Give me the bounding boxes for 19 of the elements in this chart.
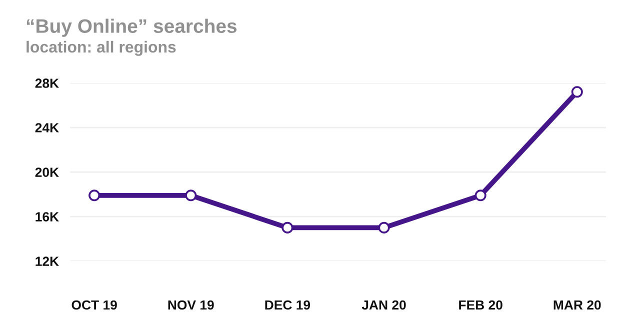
point: [571, 86, 583, 98]
x-tick-label: JAN 20: [362, 300, 406, 310]
chart-subtitle: location: all regions: [26, 40, 176, 56]
y-tick-label: 12K: [36, 256, 59, 266]
x-tick-label: DEC 19: [265, 300, 310, 310]
point: [474, 190, 486, 202]
x-tick-label: NOV 19: [168, 300, 214, 310]
x-tick-label: MAR 20: [554, 300, 601, 310]
x-tick-label: FEB 20: [459, 300, 502, 310]
x-tick-label: OCT 19: [72, 300, 117, 310]
point: [282, 222, 294, 234]
point: [88, 190, 100, 202]
y-tick-label: 20K: [35, 168, 59, 177]
y-tick-label: 28K: [35, 78, 59, 88]
point: [378, 222, 390, 234]
y-tick-label: 16K: [36, 212, 59, 222]
chart-title: “Buy Online” searches: [26, 18, 237, 37]
y-tick-label: 24K: [35, 123, 59, 132]
point: [185, 190, 197, 202]
